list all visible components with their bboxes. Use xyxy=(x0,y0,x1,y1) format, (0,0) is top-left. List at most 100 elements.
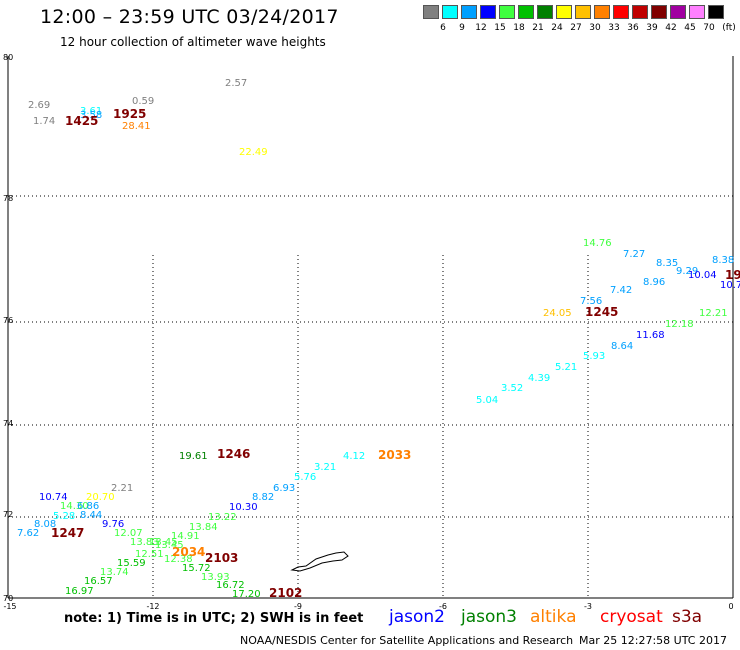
pass-time-tag: 19 xyxy=(725,268,740,282)
wave-height-value: 24.05 xyxy=(543,308,572,319)
pass-time-tag: 2034 xyxy=(172,545,205,559)
wave-height-value: 8.96 xyxy=(643,277,665,288)
scale-unit-label: (ft) xyxy=(722,23,736,33)
wave-height-value: 2.57 xyxy=(225,78,247,89)
longitude-labels: -15 -12 -9 -6 -3 0 xyxy=(3,602,733,611)
pass-time-tag: 2102 xyxy=(269,586,302,600)
wave-height-value: 8.38 xyxy=(712,255,734,266)
wave-height-value: 19.61 xyxy=(179,451,208,462)
wave-height-value: 10.04 xyxy=(688,270,717,281)
scale-label-18: 18 xyxy=(513,23,525,33)
wave-height-value: 8.35 xyxy=(656,258,678,269)
scale-label-9: 9 xyxy=(459,23,465,33)
wave-height-value: 13.83 xyxy=(130,537,159,548)
wave-height-value: 22.49 xyxy=(239,147,268,158)
scale-swatch-12 xyxy=(480,5,496,19)
map-subtitle: 12 hour collection of altimeter wave hei… xyxy=(60,35,326,49)
wave-height-value: 4.39 xyxy=(528,373,550,384)
wave-height-value: 3.61 xyxy=(80,106,102,117)
pass-time-tag: 1247 xyxy=(51,526,84,540)
credit-line: NOAA/NESDIS Center for Satellite Applica… xyxy=(240,634,574,647)
wave-height-value: 10.30 xyxy=(229,502,258,513)
scale-label-33: 33 xyxy=(608,23,620,33)
wave-height-value: 7.56 xyxy=(580,296,602,307)
satellite-legend-altika: altika xyxy=(530,607,577,627)
wave-height-value: 8.08 xyxy=(34,519,56,530)
wave-height-value: 8.64 xyxy=(611,341,633,352)
wave-height-value: 4.12 xyxy=(343,451,365,462)
pass-time-tag: 2033 xyxy=(378,448,411,462)
wave-height-value: 12.51 xyxy=(135,549,164,560)
lat-label-76: 76 xyxy=(3,316,13,325)
scale-swatch-36 xyxy=(632,5,648,19)
lon-label-0: 0 xyxy=(728,602,733,611)
scale-swatch-15 xyxy=(499,5,515,19)
generated-timestamp: Mar 25 12:27:58 UTC 2017 xyxy=(579,634,727,647)
wave-height-value: 15.72 xyxy=(182,563,211,574)
pass-time-tag: 1425 xyxy=(65,114,98,128)
scale-label-70: 70 xyxy=(703,23,715,33)
wave-height-value: 9.29 xyxy=(676,266,698,277)
scale-swatch-18 xyxy=(518,5,534,19)
wave-height-value: 16.97 xyxy=(65,586,94,597)
wave-height-value: 5.76 xyxy=(294,472,316,483)
scale-swatch-27 xyxy=(575,5,591,19)
wave-height-value: 8.82 xyxy=(252,492,274,503)
island-outline xyxy=(290,551,349,572)
scale-swatch-3 xyxy=(423,5,439,19)
wave-height-value: 17.20 xyxy=(232,589,261,600)
wave-height-value: 0.59 xyxy=(132,96,154,107)
scale-label-24: 24 xyxy=(551,23,563,33)
latitude-labels: 80 78 76 74 72 70 xyxy=(3,53,13,603)
wave-height-value: 13.22 xyxy=(208,512,237,523)
lat-label-72: 72 xyxy=(3,510,13,519)
wave-height-observations: 2.69 1.74 3.613.58 0.59 28.41 2.57 22.49 14.76 7… xyxy=(17,78,740,600)
lat-label-70: 70 xyxy=(3,594,13,603)
lat-label-78: 78 xyxy=(3,194,13,203)
scale-swatch-30 xyxy=(594,5,610,19)
wave-height-value: 14.76 xyxy=(583,238,612,249)
wave-height-value: 5.28 xyxy=(53,511,75,522)
wave-height-value: 7.27 xyxy=(623,249,645,260)
lon-label-15: -15 xyxy=(3,602,16,611)
wave-height-value: 3.52 xyxy=(501,383,523,394)
wave-height-value: 11.68 xyxy=(636,330,665,341)
wave-height-value: 12.38 xyxy=(164,554,193,565)
scale-label-42: 42 xyxy=(665,23,677,33)
wave-height-value: 12.21 xyxy=(699,308,728,319)
wave-height-value: 16.57 xyxy=(84,576,113,587)
wave-height-value: 10.74 xyxy=(39,492,68,503)
scale-swatch-9 xyxy=(461,5,477,19)
wave-height-value: 12.18 xyxy=(665,319,694,330)
satellite-legend-jason3: jason3 xyxy=(461,607,517,627)
wave-height-value: 7.42 xyxy=(610,285,632,296)
pass-time-tag: 1925 xyxy=(113,107,146,121)
scale-swatch-39 xyxy=(651,5,667,19)
scale-swatch-42 xyxy=(670,5,686,19)
wave-height-value: 13.93 xyxy=(201,572,230,583)
scale-label-6: 6 xyxy=(440,23,446,33)
wave-height-value: 2.21 xyxy=(111,483,133,494)
wave-height-value: 7.62 xyxy=(17,528,39,539)
wave-height-value: 5.93 xyxy=(583,351,605,362)
lon-label-9: -9 xyxy=(294,602,302,611)
lon-label-12: -12 xyxy=(146,602,159,611)
wave-height-value: 28.41 xyxy=(122,121,151,132)
scale-swatch-6 xyxy=(442,5,458,19)
scale-label-45: 45 xyxy=(684,23,696,33)
wave-height-value: 20.70 xyxy=(86,492,115,503)
scale-label-15: 15 xyxy=(494,23,506,33)
satellite-legend-s3a: s3a xyxy=(672,607,703,627)
lon-label-3: -3 xyxy=(584,602,592,611)
scale-label-39: 39 xyxy=(646,23,658,33)
scale-label-12: 12 xyxy=(475,23,487,33)
scale-swatch-24 xyxy=(556,5,572,19)
wave-height-value: 10.7 xyxy=(720,280,740,291)
scale-label-36: 36 xyxy=(627,23,639,33)
scale-swatch-33 xyxy=(613,5,629,19)
scale-swatch-70 xyxy=(708,5,724,19)
wave-height-value: 14.30 xyxy=(60,501,89,512)
wave-height-value: 3.58 xyxy=(80,110,102,121)
wave-height-value: 6.93 xyxy=(273,483,295,494)
